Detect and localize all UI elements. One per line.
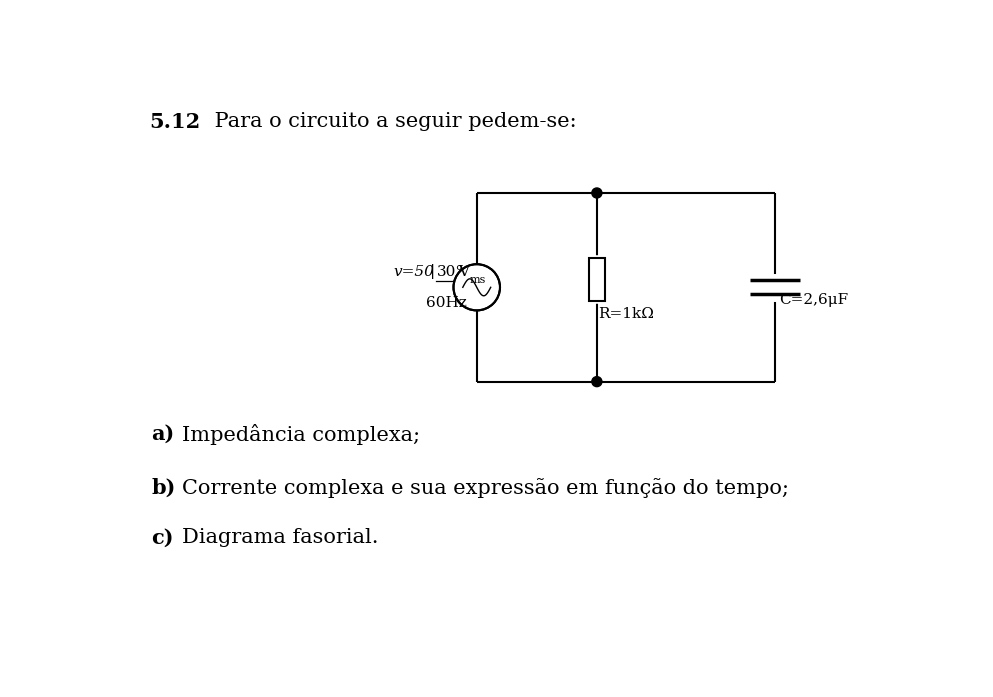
Text: ms: ms [470, 275, 487, 284]
Text: c): c) [151, 528, 174, 548]
Bar [589, 259, 605, 301]
Text: Para o circuito a seguir pedem-se:: Para o circuito a seguir pedem-se: [208, 112, 577, 131]
Circle shape [454, 265, 499, 309]
Text: Corrente complexa e sua expressão em função do tempo;: Corrente complexa e sua expressão em fun… [183, 478, 789, 498]
Text: R=1kΩ: R=1kΩ [599, 307, 654, 321]
Text: v=50: v=50 [394, 265, 435, 279]
Text: 30°: 30° [437, 265, 464, 279]
Text: 60Hz: 60Hz [426, 296, 467, 309]
Circle shape [592, 376, 602, 387]
Circle shape [592, 188, 602, 198]
Text: C=2,6μF: C=2,6μF [779, 293, 848, 307]
Text: Impedância complexa;: Impedância complexa; [183, 424, 420, 445]
Text: Diagrama fasorial.: Diagrama fasorial. [183, 528, 378, 547]
Text: a): a) [151, 424, 175, 444]
Text: |: | [430, 264, 436, 279]
Text: b): b) [151, 478, 176, 498]
Text: V: V [458, 265, 469, 279]
Text: 5.12: 5.12 [149, 112, 201, 132]
